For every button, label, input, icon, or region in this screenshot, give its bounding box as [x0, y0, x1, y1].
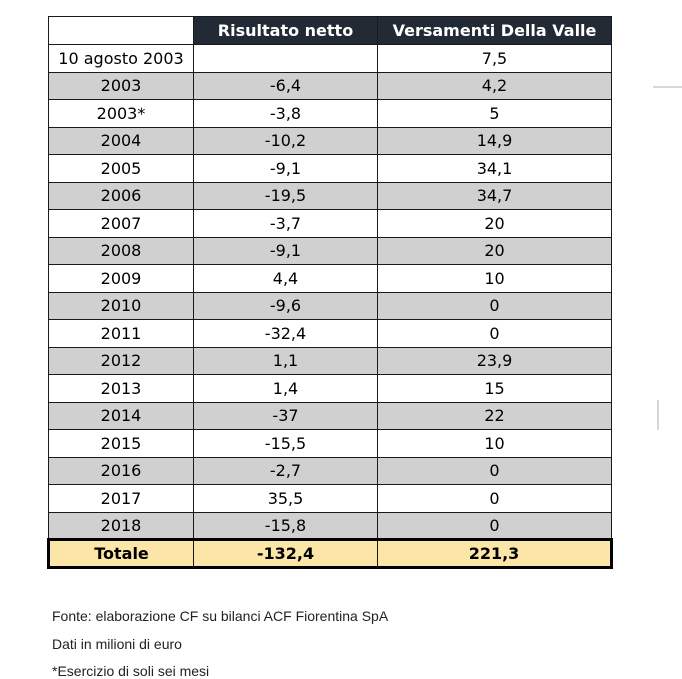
row-risultato-cell: -9,1	[193, 236, 378, 265]
row-risultato-cell: -6,4	[193, 71, 378, 100]
row-period-cell: 2003*	[48, 99, 194, 128]
row-versamenti-cell: 15	[377, 374, 612, 403]
row-versamenti-cell: 23,9	[377, 346, 612, 375]
row-risultato-cell: -9,1	[193, 154, 378, 183]
table-row: 2003* -3,8 5	[48, 99, 612, 128]
row-versamenti-cell: 20	[377, 236, 612, 265]
row-period-cell: 2016	[48, 456, 194, 485]
table-row: 2005 -9,1 34,1	[48, 154, 612, 183]
row-risultato-cell: 4,4	[193, 264, 378, 293]
row-period-cell: 2015	[48, 429, 194, 458]
row-period-cell: 10 agosto 2003	[48, 44, 194, 73]
row-period-cell: 2018	[48, 511, 194, 540]
table-row: 10 agosto 2003 7,5	[48, 44, 612, 73]
row-period-cell: 2006	[48, 181, 194, 210]
total-row: Totale -132,4 221,3	[47, 538, 613, 569]
row-versamenti-cell: 5	[377, 99, 612, 128]
row-risultato-cell: -3,8	[193, 99, 378, 128]
row-period-cell: 2007	[48, 209, 194, 238]
total-versamenti: 221,3	[377, 538, 613, 569]
row-risultato-cell: -19,5	[193, 181, 378, 210]
table-header-row: Risultato netto Versamenti Della Valle	[48, 16, 612, 45]
row-period-cell: 2004	[48, 126, 194, 155]
row-versamenti-cell: 4,2	[377, 71, 612, 100]
row-risultato-cell: -9,6	[193, 291, 378, 320]
row-versamenti-cell: 10	[377, 429, 612, 458]
row-risultato-cell: 1,1	[193, 346, 378, 375]
row-period-cell: 2008	[48, 236, 194, 265]
row-risultato-cell: -32,4	[193, 319, 378, 348]
units-note: Dati in milioni di euro	[52, 636, 182, 652]
source-note: Fonte: elaborazione CF su bilanci ACF Fi…	[52, 608, 389, 624]
header-risultato-netto: Risultato netto	[193, 16, 378, 45]
row-period-cell: 2009	[48, 264, 194, 293]
results-table: Risultato netto Versamenti Della Valle 1…	[47, 16, 613, 569]
row-period-cell: 2017	[48, 484, 194, 513]
row-risultato-cell: -15,5	[193, 429, 378, 458]
table-row: 2011 -32,4 0	[48, 319, 612, 348]
table-row: 2016 -2,7 0	[48, 456, 612, 485]
asterisk-note: *Esercizio di soli sei mesi	[52, 663, 210, 679]
row-versamenti-cell: 0	[377, 484, 612, 513]
table-row: 2014 -37 22	[48, 401, 612, 430]
page-edge-mark	[657, 400, 659, 430]
table-row: 2004 -10,2 14,9	[48, 126, 612, 155]
row-versamenti-cell: 34,7	[377, 181, 612, 210]
total-risultato: -132,4	[193, 538, 378, 569]
row-risultato-cell: -3,7	[193, 209, 378, 238]
row-versamenti-cell: 20	[377, 209, 612, 238]
table-row: 2009 4,4 10	[48, 264, 612, 293]
row-risultato-cell: -10,2	[193, 126, 378, 155]
row-versamenti-cell: 7,5	[377, 44, 612, 73]
row-period-cell: 2011	[48, 319, 194, 348]
row-versamenti-cell: 0	[377, 511, 612, 540]
table-row: 2008 -9,1 20	[48, 236, 612, 265]
table-row: 2017 35,5 0	[48, 484, 612, 513]
row-versamenti-cell: 10	[377, 264, 612, 293]
table-row: 2018 -15,8 0	[48, 511, 612, 540]
table-row: 2010 -9,6 0	[48, 291, 612, 320]
table-row: 2003 -6,4 4,2	[48, 71, 612, 100]
row-period-cell: 2005	[48, 154, 194, 183]
row-risultato-cell	[193, 44, 378, 73]
row-versamenti-cell: 0	[377, 291, 612, 320]
row-versamenti-cell: 14,9	[377, 126, 612, 155]
row-risultato-cell: 35,5	[193, 484, 378, 513]
table-row: 2007 -3,7 20	[48, 209, 612, 238]
row-risultato-cell: -15,8	[193, 511, 378, 540]
row-risultato-cell: -2,7	[193, 456, 378, 485]
results-table-container: Risultato netto Versamenti Della Valle 1…	[47, 16, 613, 569]
header-corner-cell	[48, 16, 194, 45]
page-edge-mark	[653, 86, 682, 88]
table-row: 2006 -19,5 34,7	[48, 181, 612, 210]
table-body: 10 agosto 2003 7,5 2003 -6,4 4,2 2003* -3,8 5 20…	[48, 44, 612, 540]
row-versamenti-cell: 34,1	[377, 154, 612, 183]
row-versamenti-cell: 0	[377, 319, 612, 348]
row-period-cell: 2003	[48, 71, 194, 100]
row-versamenti-cell: 22	[377, 401, 612, 430]
row-risultato-cell: 1,4	[193, 374, 378, 403]
row-period-cell: 2013	[48, 374, 194, 403]
row-risultato-cell: -37	[193, 401, 378, 430]
row-period-cell: 2012	[48, 346, 194, 375]
row-period-cell: 2014	[48, 401, 194, 430]
table-row: 2015 -15,5 10	[48, 429, 612, 458]
total-label: Totale	[47, 538, 194, 569]
row-versamenti-cell: 0	[377, 456, 612, 485]
header-versamenti-della-valle: Versamenti Della Valle	[377, 16, 612, 45]
row-period-cell: 2010	[48, 291, 194, 320]
table-row: 2012 1,1 23,9	[48, 346, 612, 375]
table-row: 2013 1,4 15	[48, 374, 612, 403]
